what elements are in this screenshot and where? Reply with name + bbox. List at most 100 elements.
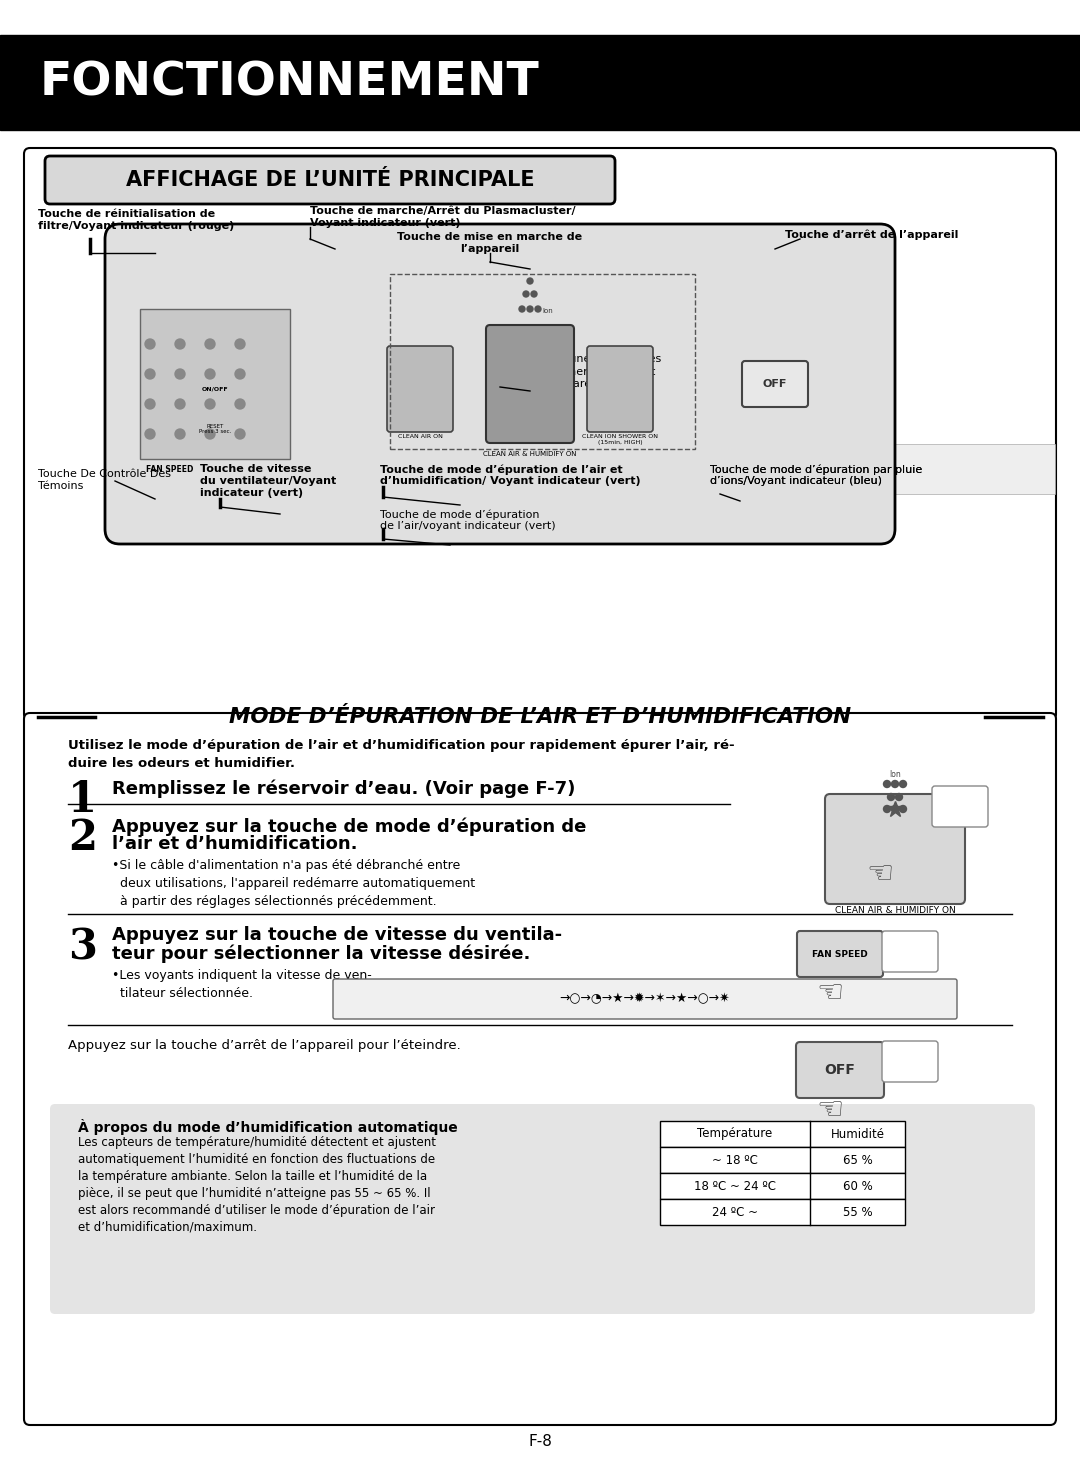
Text: ☜: ☜ (866, 859, 893, 889)
Circle shape (205, 400, 215, 408)
Text: Touche de réinitialisation de: Touche de réinitialisation de (38, 209, 215, 219)
Circle shape (175, 369, 185, 379)
Text: 1: 1 (68, 779, 97, 821)
FancyBboxPatch shape (24, 712, 1056, 1425)
Text: Utilisez le mode d’épuration de l’air et d’humidification pour rapidement épurer: Utilisez le mode d’épuration de l’air et… (68, 739, 734, 770)
Circle shape (895, 793, 903, 801)
Text: Température: Température (698, 1128, 772, 1140)
Text: l’air et d’humidification.: l’air et d’humidification. (112, 834, 357, 853)
Circle shape (205, 429, 215, 439)
Text: FAN SPEED: FAN SPEED (812, 949, 868, 958)
Text: RESET
Press 3 sec.: RESET Press 3 sec. (199, 423, 231, 435)
Text: CLEAN ION SHOWER ON
(15min, HIGH): CLEAN ION SHOWER ON (15min, HIGH) (582, 433, 658, 445)
Bar (700, 444, 1055, 494)
FancyBboxPatch shape (105, 223, 895, 544)
Circle shape (235, 369, 245, 379)
FancyBboxPatch shape (797, 931, 883, 977)
Circle shape (527, 306, 534, 311)
Text: Touche de mode d’épuration de l’air et: Touche de mode d’épuration de l’air et (380, 464, 623, 474)
Circle shape (891, 780, 899, 787)
Text: pour sélectionner un mode et: pour sélectionner un mode et (490, 366, 656, 376)
Text: ~ 18 ºC: ~ 18 ºC (712, 1153, 758, 1166)
Text: d’ions/Voyant indicateur (bleu): d’ions/Voyant indicateur (bleu) (710, 476, 882, 486)
Circle shape (235, 429, 245, 439)
FancyBboxPatch shape (882, 931, 939, 972)
Text: Touche de mode d’épuration: Touche de mode d’épuration (380, 508, 540, 520)
FancyBboxPatch shape (796, 1042, 885, 1097)
Text: Appuyez sur l’une des touches: Appuyez sur l’une des touches (490, 354, 661, 364)
Text: teur pour sélectionner la vitesse désirée.: teur pour sélectionner la vitesse désiré… (112, 945, 530, 962)
Circle shape (235, 400, 245, 408)
Circle shape (900, 805, 906, 812)
Text: 3: 3 (68, 925, 97, 968)
Text: AFFICHAGE DE L’UNITÉ PRINCIPALE: AFFICHAGE DE L’UNITÉ PRINCIPALE (125, 170, 535, 190)
Text: À propos du mode d’humidification automatique: À propos du mode d’humidification automa… (78, 1119, 458, 1136)
Text: OFF: OFF (824, 1064, 855, 1077)
Text: Appuyez sur la touche de vitesse du ventila-: Appuyez sur la touche de vitesse du vent… (112, 925, 562, 945)
FancyBboxPatch shape (742, 361, 808, 407)
Circle shape (145, 429, 156, 439)
Text: pièce, il se peut que l’humidité n’atteigne pas 55 ~ 65 %. Il: pièce, il se peut que l’humidité n’attei… (78, 1187, 431, 1200)
Text: CLEAN AIR & HUMIDIFY ON: CLEAN AIR & HUMIDIFY ON (483, 451, 577, 457)
FancyBboxPatch shape (882, 1042, 939, 1083)
Circle shape (145, 400, 156, 408)
Text: FAN SPEED: FAN SPEED (146, 464, 193, 473)
Circle shape (145, 369, 156, 379)
Circle shape (531, 291, 537, 297)
Text: Témoins: Témoins (38, 480, 83, 491)
FancyBboxPatch shape (50, 1105, 1035, 1313)
Text: Touche de vitesse: Touche de vitesse (200, 464, 311, 474)
Text: ON/OFF: ON/OFF (202, 386, 228, 392)
Bar (660, 1174, 905, 1199)
Text: 24 ºC ~: 24 ºC ~ (712, 1206, 758, 1218)
Text: •Les voyants indiquent la vitesse de ven-
  tilateur sélectionnée.: •Les voyants indiquent la vitesse de ven… (112, 970, 372, 1000)
Text: ☜: ☜ (816, 1096, 843, 1125)
Bar (390, 275, 696, 450)
Text: 65 %: 65 % (842, 1153, 873, 1166)
FancyBboxPatch shape (588, 347, 653, 432)
Text: d’humidification/ Voyant indicateur (vert): d’humidification/ Voyant indicateur (ver… (380, 476, 640, 486)
Circle shape (519, 306, 525, 311)
Text: automatiquement l’humidité en fonction des fluctuations de: automatiquement l’humidité en fonction d… (78, 1153, 435, 1166)
Text: FONCTIONNEMENT: FONCTIONNEMENT (40, 60, 540, 106)
FancyBboxPatch shape (333, 978, 957, 1019)
Circle shape (900, 780, 906, 787)
Text: F-8: F-8 (528, 1434, 552, 1448)
Bar (140, 308, 291, 458)
Text: Ion: Ion (889, 770, 901, 779)
FancyBboxPatch shape (487, 347, 553, 432)
Text: l’appareil: l’appareil (460, 244, 519, 254)
Text: est alors recommandé d’utiliser le mode d’épuration de l’air: est alors recommandé d’utiliser le mode … (78, 1205, 435, 1216)
FancyBboxPatch shape (45, 156, 615, 204)
Text: de l’air/voyant indicateur (vert): de l’air/voyant indicateur (vert) (380, 521, 555, 530)
Text: Voyant indicateur (vert): Voyant indicateur (vert) (310, 217, 460, 228)
Text: 60 %: 60 % (842, 1180, 873, 1193)
Circle shape (205, 369, 215, 379)
Circle shape (535, 306, 541, 311)
Bar (660, 1147, 905, 1174)
Text: 55 %: 55 % (842, 1206, 873, 1218)
Circle shape (883, 780, 891, 787)
FancyBboxPatch shape (24, 148, 1056, 720)
Text: Humidité: Humidité (831, 1128, 885, 1140)
Bar (660, 1121, 905, 1147)
Circle shape (883, 805, 891, 812)
Text: Ion: Ion (542, 308, 553, 314)
Text: Touche De Contrôle Des: Touche De Contrôle Des (38, 469, 171, 479)
Circle shape (888, 793, 894, 801)
Text: Touche d’arrêt de l’appareil: Touche d’arrêt de l’appareil (785, 229, 958, 239)
Text: MODE D’ÉPURATION DE L’AIR ET D’HUMIDIFICATION: MODE D’ÉPURATION DE L’AIR ET D’HUMIDIFIC… (229, 707, 851, 727)
Text: CLEAN AIR ON: CLEAN AIR ON (397, 433, 443, 439)
Text: du ventilateur/Voyant: du ventilateur/Voyant (200, 476, 336, 486)
Text: ☜: ☜ (816, 978, 843, 1008)
Text: Appuyez sur la touche d’arrêt de l’appareil pour l’éteindre.: Appuyez sur la touche d’arrêt de l’appar… (68, 1039, 461, 1052)
Text: filtre/Voyant indicateur (rouge): filtre/Voyant indicateur (rouge) (38, 220, 234, 231)
Text: la température ambiante. Selon la taille et l’humidité de la: la température ambiante. Selon la taille… (78, 1169, 427, 1183)
Bar (660, 1199, 905, 1225)
Text: et d’humidification/maximum.: et d’humidification/maximum. (78, 1221, 257, 1234)
Circle shape (527, 278, 534, 284)
Text: →○→◔→★→✹→✶→★→○→✷: →○→◔→★→✹→✶→★→○→✷ (559, 993, 730, 1005)
Circle shape (235, 339, 245, 350)
Text: démarrer l’appareil.: démarrer l’appareil. (490, 378, 600, 388)
Text: Touche de mise en marche de: Touche de mise en marche de (397, 232, 582, 242)
